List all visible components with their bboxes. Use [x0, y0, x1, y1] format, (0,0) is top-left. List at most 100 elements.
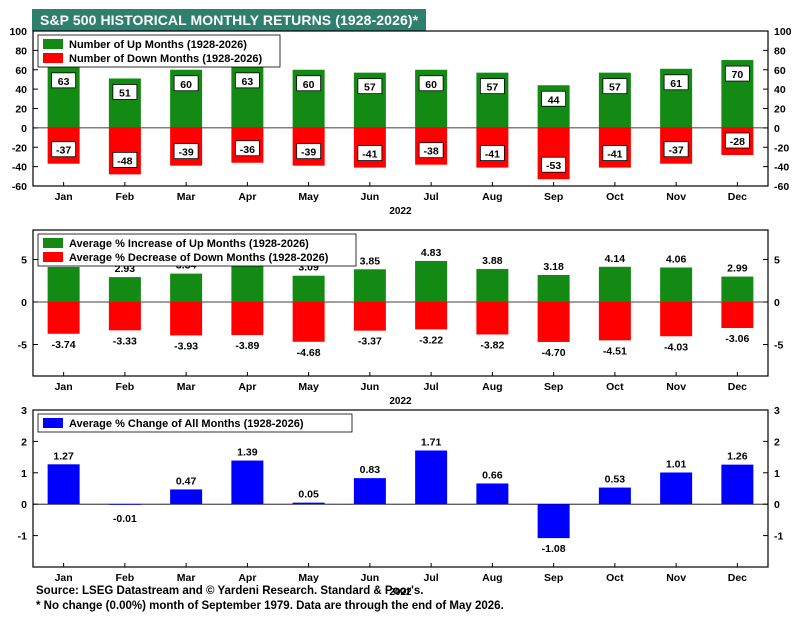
data-label-box — [296, 143, 322, 160]
source-note: Source: LSEG Datastream and © Yardeni Re… — [36, 585, 424, 597]
data-label-box — [724, 65, 750, 82]
y-tick-label-left: 0 — [21, 297, 27, 309]
data-label: -1.08 — [542, 543, 566, 555]
x-tick-label: Mar — [177, 191, 196, 203]
bar — [292, 302, 325, 342]
data-label-box — [602, 78, 628, 95]
y-tick-label-left: -40 — [12, 162, 27, 174]
data-label: -41 — [607, 149, 622, 161]
data-label: -41 — [485, 149, 500, 161]
bar — [415, 302, 448, 330]
legend-entry: Average % Decrease of Down Months (1928-… — [69, 252, 329, 264]
bar — [47, 266, 80, 302]
x-tick-label: Jun — [361, 381, 380, 393]
bar — [598, 266, 631, 302]
data-label: -3.22 — [419, 334, 443, 346]
bar — [108, 277, 141, 302]
y-tick-label-right: 0 — [774, 297, 780, 309]
data-label: 1.39 — [237, 447, 258, 459]
x-tick-label: Oct — [606, 381, 624, 393]
x-tick-label: May — [298, 191, 319, 203]
data-label: -37 — [56, 145, 71, 157]
x-tick-label: Jan — [55, 572, 73, 584]
data-label: -0.01 — [113, 513, 137, 525]
data-label-box — [541, 90, 567, 107]
x-tick-label: Jul — [424, 572, 439, 584]
data-label: 1.01 — [666, 458, 687, 470]
x-tick-label: Mar — [177, 572, 196, 584]
legend-entry: Average % Increase of Up Months (1928-20… — [69, 238, 309, 250]
x-tick-label: Dec — [728, 381, 747, 393]
legend-swatch — [43, 39, 63, 49]
data-label: 3.88 — [482, 255, 503, 267]
chart-panel-1: -60 -60 -40 -40 -20 -20 0 0 20 20 40 40 60 60 80 80 100 1… — [9, 26, 791, 217]
data-label: 60 — [180, 79, 192, 91]
x-tick-label: Sep — [544, 381, 563, 393]
data-label-box — [418, 75, 444, 92]
chart-title: S&P 500 HISTORICAL MONTHLY RETURNS (1928… — [32, 9, 427, 31]
data-label-box — [479, 145, 505, 161]
bar — [476, 269, 509, 302]
data-label: 63 — [58, 76, 70, 88]
x-tick-label: Oct — [606, 572, 624, 584]
bar — [537, 504, 570, 539]
y-tick-label-right: 5 — [774, 255, 780, 267]
y-tick-label-left: -60 — [12, 181, 27, 193]
bar — [660, 472, 693, 505]
y-tick-label-right: 0 — [774, 499, 780, 511]
data-label-box — [541, 156, 567, 173]
data-label: 60 — [425, 79, 437, 91]
data-label-box — [112, 84, 138, 100]
data-label: 70 — [732, 69, 744, 81]
bar — [415, 260, 448, 302]
legend-box — [37, 413, 353, 433]
y-tick-label-right: 60 — [774, 65, 786, 77]
data-label: -38 — [424, 146, 439, 158]
x-tick-label: Aug — [482, 572, 502, 584]
data-label: 51 — [119, 87, 131, 99]
bar — [292, 502, 325, 505]
bar — [721, 276, 754, 302]
x-tick-label: Jul — [424, 191, 439, 203]
data-label: 3.18 — [543, 261, 564, 273]
legend-entry: Number of Down Months (1928-2026) — [69, 53, 262, 65]
data-label: -3.06 — [725, 333, 749, 345]
x-axis-label: 2022 — [389, 206, 412, 217]
data-label: 4.14 — [605, 253, 626, 265]
y-tick-label-right: 100 — [774, 26, 792, 38]
legend-box — [37, 34, 281, 68]
x-tick-label: Feb — [116, 381, 135, 393]
x-tick-label: Apr — [238, 381, 256, 393]
bar — [353, 478, 386, 505]
legend-box — [37, 233, 357, 267]
data-label: -36 — [240, 144, 255, 156]
data-label: 57 — [609, 82, 621, 94]
bar — [231, 460, 264, 505]
bar — [47, 464, 80, 505]
y-tick-label-right: -60 — [774, 181, 789, 193]
x-tick-label: Aug — [482, 191, 502, 203]
x-axis-label: 2022 — [389, 396, 412, 407]
bar — [108, 504, 141, 505]
data-label: 57 — [364, 82, 376, 94]
bar — [721, 302, 754, 329]
x-tick-label: Jan — [55, 191, 73, 203]
x-tick-label: Nov — [666, 381, 686, 393]
data-label-box — [51, 72, 77, 89]
data-label: -39 — [179, 147, 194, 159]
x-tick-label: Nov — [666, 191, 686, 203]
bar — [476, 302, 509, 335]
data-label-box — [602, 145, 628, 161]
bar — [721, 464, 754, 505]
bar — [660, 267, 693, 302]
x-tick-label: Feb — [116, 572, 135, 584]
legend-entry: Number of Up Months (1928-2026) — [69, 39, 247, 51]
y-tick-label-right: 0 — [774, 123, 780, 135]
y-tick-label-left: 0 — [21, 123, 27, 135]
data-label: 0.53 — [605, 474, 626, 486]
plot-frame — [32, 229, 769, 377]
data-label: -3.37 — [358, 336, 382, 348]
bar — [231, 265, 264, 302]
data-label: -3.89 — [235, 340, 259, 352]
data-label-box — [173, 143, 199, 160]
